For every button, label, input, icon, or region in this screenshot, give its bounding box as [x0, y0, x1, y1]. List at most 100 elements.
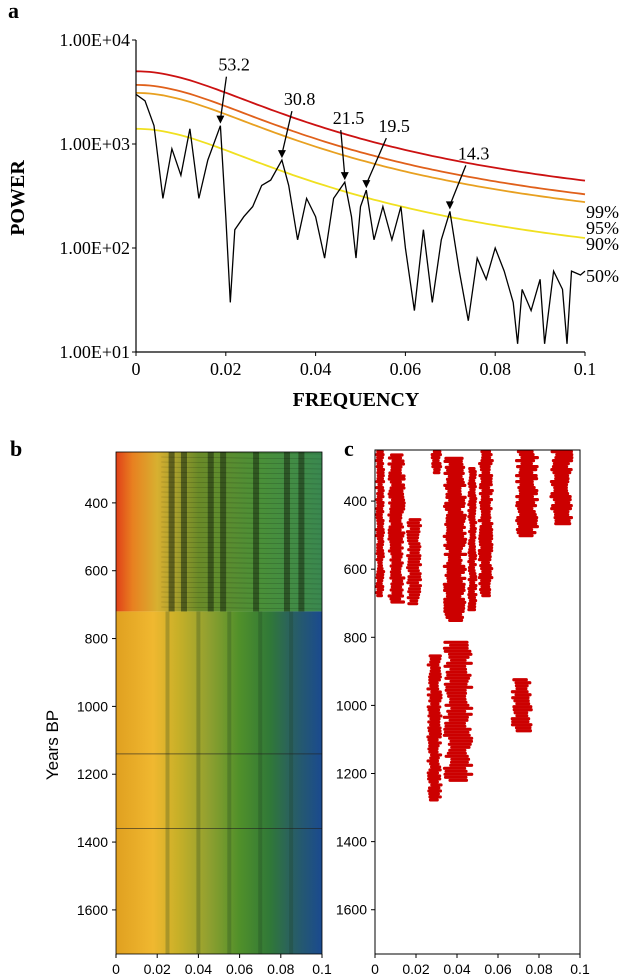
significant-point [478, 501, 492, 505]
significant-point [445, 591, 464, 596]
y-tick-label-c: 1400 [336, 834, 367, 850]
significant-point [442, 588, 466, 593]
plot-frame-c [374, 449, 581, 955]
significant-point [391, 459, 405, 463]
significant-point [376, 477, 385, 481]
x-tick-label-a: 0.1 [574, 359, 597, 379]
significant-point [442, 504, 466, 509]
x-tick-label-c: 0 [371, 961, 379, 977]
significant-point [389, 546, 404, 550]
significant-point [553, 489, 569, 493]
significant-point [512, 705, 533, 709]
significant-point [377, 489, 385, 493]
significant-point [389, 510, 404, 514]
significant-point [468, 485, 477, 489]
significant-point [428, 678, 441, 682]
significant-point [446, 567, 467, 572]
significant-point [448, 462, 464, 467]
significant-point [407, 539, 419, 543]
significant-point [480, 579, 492, 583]
significant-point [553, 486, 568, 490]
significant-point [479, 465, 491, 469]
significant-point [481, 489, 494, 493]
significant-point [467, 560, 475, 564]
heatmap-dark-band [168, 452, 175, 612]
significant-point [443, 600, 467, 605]
significant-point [432, 450, 442, 454]
annotation-arrowhead [445, 201, 454, 210]
significant-point [446, 576, 467, 581]
significant-point [377, 483, 383, 487]
heatmap-texture [161, 476, 323, 480]
significant-point [468, 572, 477, 576]
significant-point [405, 566, 420, 570]
y-tick-label-b: 600 [85, 563, 109, 579]
significant-point [468, 479, 476, 483]
significant-point [446, 673, 472, 677]
significant-point [478, 588, 492, 592]
significant-point [407, 560, 421, 564]
significant-point [389, 480, 402, 484]
significant-point [387, 456, 403, 460]
significant-point [553, 516, 574, 520]
significant-point [376, 567, 384, 571]
significant-point [446, 480, 465, 485]
significant-point [449, 739, 474, 743]
significant-point [467, 566, 476, 570]
significant-point [467, 503, 477, 507]
significant-point [468, 518, 476, 522]
confidence-label-99: 99% [586, 202, 619, 222]
x-tick-label-a: 0.08 [479, 359, 511, 379]
significant-point [554, 477, 570, 481]
significant-point [517, 507, 534, 511]
significant-point [478, 492, 493, 496]
significant-point [427, 738, 439, 742]
significant-point [389, 597, 402, 601]
significant-point [449, 679, 469, 683]
y-tick-label-c: 600 [344, 561, 368, 577]
significant-point [480, 546, 494, 550]
significant-region [426, 654, 443, 802]
significant-point [427, 786, 441, 790]
significant-point [407, 524, 423, 528]
significant-point [480, 459, 494, 463]
significant-point [512, 678, 528, 682]
significant-point [430, 765, 442, 769]
heatmap-texture [161, 481, 323, 485]
significant-point [376, 543, 384, 547]
significant-point [443, 603, 466, 608]
x-tick-label-a: 0.04 [300, 359, 332, 379]
significant-point [375, 453, 385, 457]
significant-point [387, 531, 406, 535]
significant-point [514, 684, 529, 688]
heatmap-texture [161, 511, 323, 515]
significant-point [447, 474, 463, 479]
significant-point [480, 477, 493, 481]
significant-point [447, 742, 472, 746]
significant-point [375, 585, 385, 589]
significant-point [444, 769, 468, 773]
significant-point [442, 534, 465, 539]
significant-point [375, 576, 385, 580]
significant-point [469, 527, 477, 531]
significant-point [443, 664, 467, 668]
heatmap-texture [161, 466, 323, 470]
significant-point [428, 699, 442, 703]
significant-point [469, 488, 476, 492]
significant-point [445, 519, 466, 524]
significant-point [376, 537, 384, 541]
x-tick-label-c: 0.08 [525, 961, 552, 977]
significant-point [427, 729, 442, 733]
heatmap-texture [161, 471, 323, 475]
significant-region [467, 467, 478, 612]
significant-point [469, 521, 478, 525]
significant-point [510, 717, 531, 721]
panel-label-a: a [8, 0, 19, 23]
significant-point [445, 661, 473, 665]
significant-point [431, 462, 442, 466]
heatmap-texture [161, 606, 323, 610]
significant-point [480, 561, 490, 565]
x-tick-label-a: 0.02 [210, 359, 242, 379]
significant-point [467, 608, 477, 612]
significant-region [514, 450, 539, 538]
